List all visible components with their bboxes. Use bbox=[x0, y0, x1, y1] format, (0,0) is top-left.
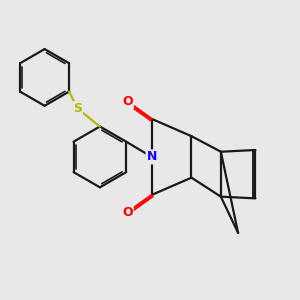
Text: N: N bbox=[146, 150, 157, 164]
Text: S: S bbox=[73, 102, 82, 115]
Text: O: O bbox=[122, 206, 133, 219]
Text: O: O bbox=[122, 95, 133, 108]
